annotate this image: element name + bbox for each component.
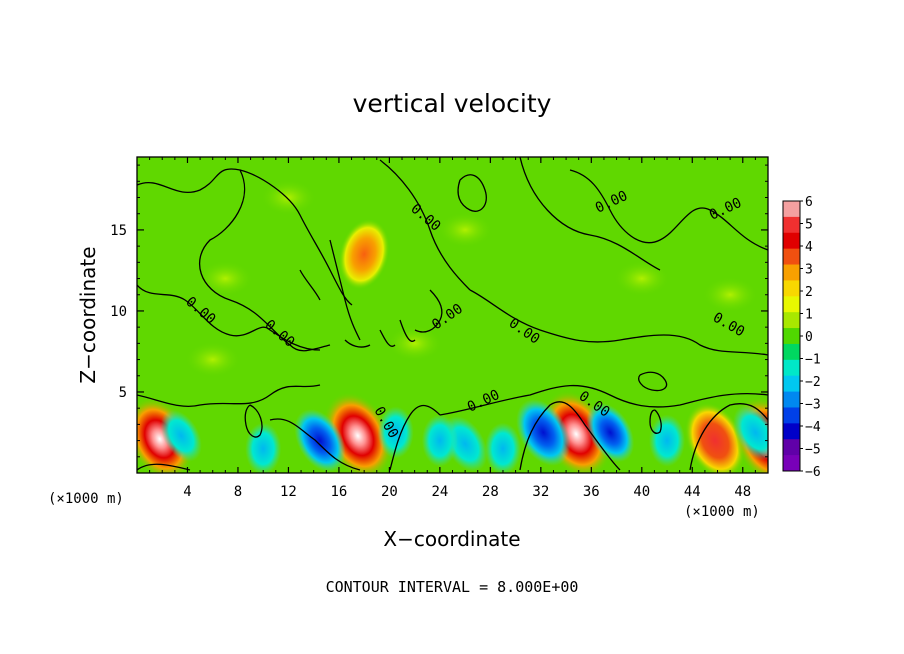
x-tick-label: 24	[431, 484, 448, 500]
field-blob	[160, 409, 202, 462]
colorbar-swatch	[783, 375, 800, 393]
colorbar: 6 5 4 3 2 1 0 −1 −2 −3 −4 −5 −6	[782, 195, 821, 480]
x-end-unit: (×1000 m)	[684, 504, 760, 520]
colorbar-swatch	[783, 201, 800, 218]
colorbar-tick-label: −4	[805, 420, 821, 435]
field-blob	[586, 402, 635, 463]
field-blob	[649, 414, 686, 467]
colorbar-swatch	[783, 280, 800, 297]
field-blob	[613, 260, 670, 297]
colorbar-tick-label: −3	[805, 398, 821, 413]
field-blob	[338, 218, 390, 290]
contour-interval-note: CONTOUR INTERVAL = 8.000E+00	[326, 578, 579, 596]
x-axis-label: X−coordinate	[383, 527, 520, 551]
x-tick-label: 28	[482, 484, 499, 500]
colorbar-swatch	[783, 312, 800, 329]
x-origin-unit: (×1000 m)	[48, 491, 124, 507]
colorbar-swatch	[783, 264, 800, 281]
colorbar-swatch	[783, 248, 800, 266]
zero-contours	[137, 157, 768, 471]
x-tick-label: 16	[330, 484, 347, 500]
colorbar-tick-label: −1	[805, 353, 821, 368]
x-tick-label: 40	[633, 484, 650, 500]
x-tick-label: 4	[183, 484, 191, 500]
colorbar-tick-label: 1	[805, 308, 813, 323]
x-tick-label: 36	[583, 484, 600, 500]
field-blob	[260, 179, 317, 216]
colorbar-tick-label: 4	[805, 240, 813, 255]
field-blob	[516, 399, 571, 466]
field-blob	[386, 325, 443, 362]
colorbar-swatch	[783, 232, 800, 250]
colorbar-tick-label: 6	[805, 195, 813, 210]
y-tick-label: 10	[110, 304, 127, 320]
x-tick-label: 44	[684, 484, 701, 500]
x-tick-label: 12	[280, 484, 297, 500]
colorbar-swatch	[783, 439, 800, 456]
field-blob	[184, 341, 241, 378]
field-blob	[484, 422, 521, 473]
y-axis-label: Z−coordinate	[76, 246, 100, 383]
x-tick-label: 8	[234, 484, 242, 500]
colorbar-swatch	[783, 328, 800, 345]
field-blob	[684, 402, 746, 473]
colorbar-swatch	[783, 296, 800, 313]
field-blob	[702, 276, 759, 313]
colorbar-swatch	[783, 455, 800, 472]
colorbar-swatch	[783, 391, 800, 408]
field-blob	[437, 211, 494, 248]
x-axis-ticks: 4 8 12 16 20 24 28 32 36 40 44 48	[149, 157, 756, 500]
colorbar-tick-label: −6	[805, 465, 821, 480]
plot-area	[137, 157, 768, 473]
field-blob	[377, 406, 414, 459]
y-tick-label: 5	[119, 385, 127, 401]
colorbar-swatch	[783, 423, 800, 440]
colorbar-tick-label: −5	[805, 443, 821, 458]
x-tick-label: 32	[532, 484, 549, 500]
x-tick-label: 48	[734, 484, 751, 500]
x-tick-label: 20	[381, 484, 398, 500]
colorbar-tick-label: 3	[805, 263, 813, 278]
y-tick-label: 15	[110, 223, 127, 239]
chart-title: vertical velocity	[353, 89, 552, 118]
colorbar-tick-label: 2	[805, 285, 813, 300]
field-blob	[197, 260, 254, 297]
colorbar-tick-label: 5	[805, 218, 813, 233]
colorbar-swatch	[783, 343, 800, 361]
colorbar-tick-label: −2	[805, 375, 821, 390]
y-axis-ticks: 5 10 15	[110, 164, 768, 458]
field-blob	[421, 414, 458, 467]
field-blob	[245, 422, 282, 473]
colorbar-tick-label: 0	[805, 330, 813, 345]
colorbar-swatch	[783, 407, 800, 424]
colorbar-swatch	[783, 359, 800, 377]
colorbar-swatch	[783, 216, 800, 234]
